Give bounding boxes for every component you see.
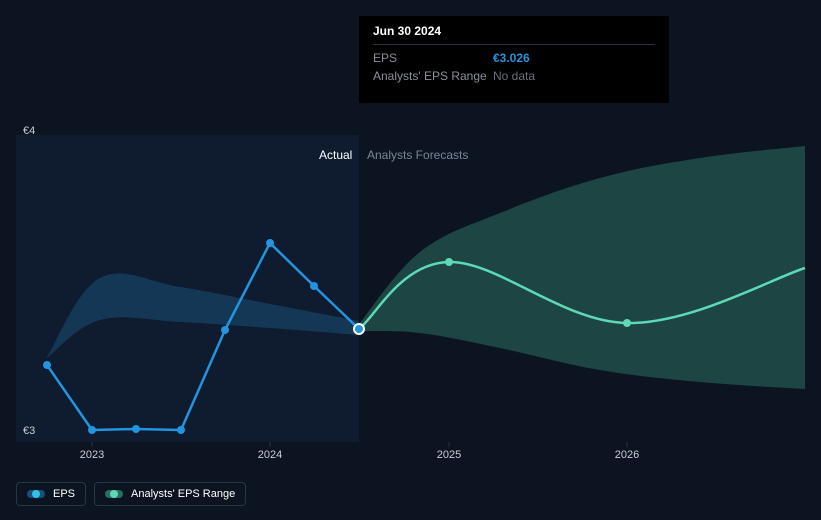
svg-text:€3: €3	[23, 425, 35, 437]
legend-item-eps[interactable]: EPS	[16, 482, 86, 506]
svg-text:2023: 2023	[80, 449, 104, 461]
tooltip-row-eps: EPS €3.026	[373, 49, 655, 67]
legend-dot-icon	[110, 490, 118, 498]
legend-swatch	[27, 490, 45, 498]
tooltip-label: EPS	[373, 51, 493, 65]
legend-label: Analysts' EPS Range	[131, 488, 235, 500]
legend-dot-icon	[32, 490, 40, 498]
legend-item-range[interactable]: Analysts' EPS Range	[94, 482, 246, 506]
chart-legend: EPS Analysts' EPS Range	[16, 482, 246, 506]
tooltip-row-range: Analysts' EPS Range No data	[373, 67, 655, 85]
tooltip-date: Jun 30 2024	[373, 24, 655, 45]
svg-text:2025: 2025	[437, 449, 461, 461]
svg-text:2026: 2026	[615, 449, 639, 461]
region-label-forecast: Analysts Forecasts	[367, 148, 468, 162]
tooltip-value: €3.026	[493, 51, 530, 65]
svg-text:€4: €4	[23, 125, 35, 137]
tooltip-label: Analysts' EPS Range	[373, 69, 493, 83]
legend-swatch	[105, 490, 123, 498]
region-label-actual: Actual	[319, 148, 352, 162]
svg-text:2024: 2024	[258, 449, 282, 461]
tooltip-value: No data	[493, 69, 535, 83]
chart-tooltip: Jun 30 2024 EPS €3.026 Analysts' EPS Ran…	[359, 16, 669, 103]
legend-label: EPS	[53, 488, 75, 500]
